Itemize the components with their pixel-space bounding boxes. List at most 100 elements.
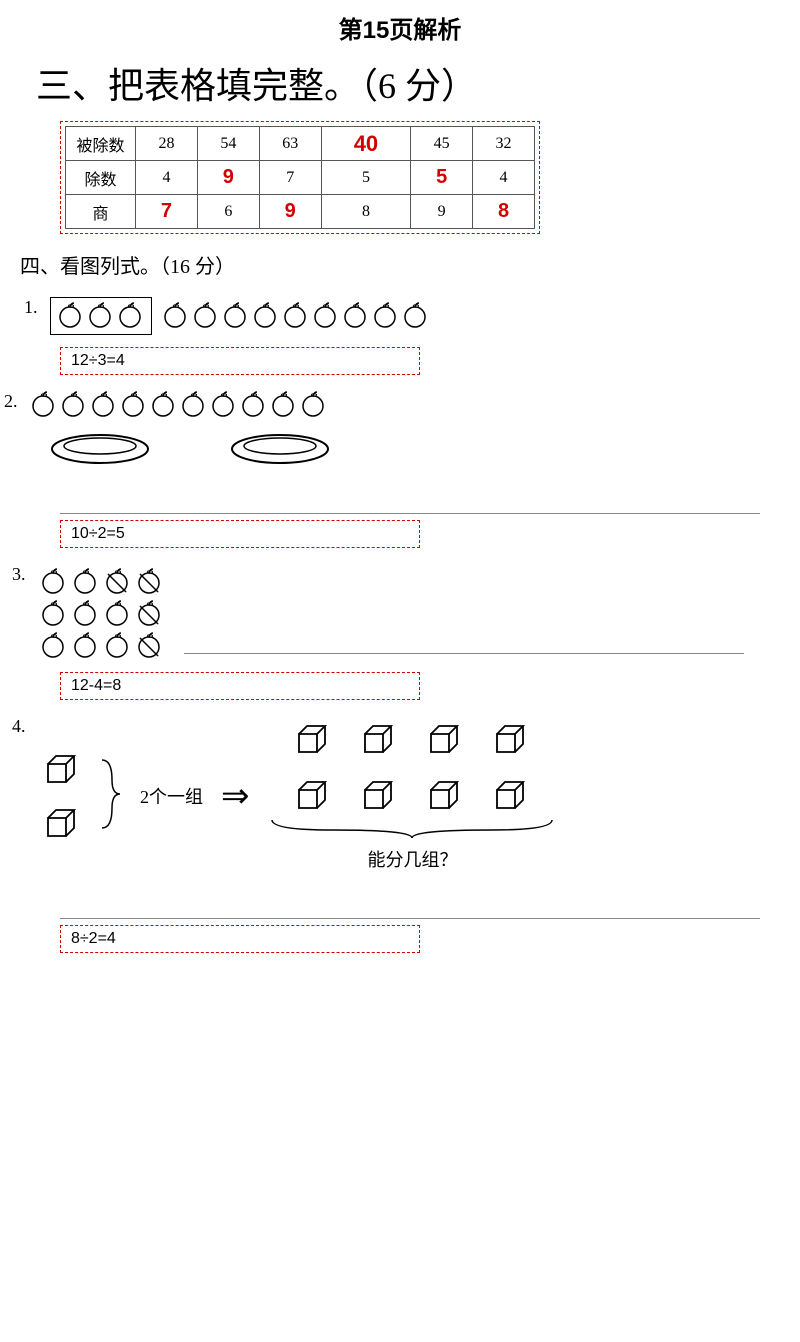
table-cell: 45 (411, 127, 473, 161)
table-row-header: 被除数 (66, 127, 136, 161)
apple-icon (60, 391, 88, 419)
table-cell: 4 (136, 161, 198, 195)
apple-icon (30, 391, 58, 419)
problem-1-number: 1. (24, 297, 38, 318)
cube-icon (357, 720, 403, 760)
q1-apple-row (50, 297, 780, 335)
table-cell: 9 (259, 195, 321, 229)
apple-icon (270, 391, 298, 419)
q4-answer: 8÷2=4 (60, 925, 420, 953)
apple-icon (104, 632, 132, 660)
apple-icon (342, 302, 370, 330)
apple-crossed-icon (104, 568, 132, 596)
q1-answer: 12÷3=4 (60, 347, 420, 375)
apple-icon (72, 632, 100, 660)
table-row-header: 商 (66, 195, 136, 229)
section3-heading: 三、把表格填完整。（6 分） (0, 51, 800, 121)
apple-icon (72, 600, 100, 628)
table-cell: 9 (197, 161, 259, 195)
plate-icon (50, 431, 150, 467)
table-cell: 28 (136, 127, 198, 161)
q3-answer: 12-4=8 (60, 672, 420, 700)
apple-icon (40, 600, 68, 628)
apple-icon (40, 632, 68, 660)
q4-group-label: 2个一组 (140, 783, 203, 809)
table-row-header: 除数 (66, 161, 136, 195)
table-cell: 54 (197, 127, 259, 161)
plate-icon (230, 431, 330, 467)
cube-icon (40, 750, 80, 788)
table-cell: 40 (321, 127, 411, 161)
q2-answer-line (60, 513, 760, 514)
apple-icon (252, 302, 280, 330)
apple-icon (87, 302, 115, 330)
section4-heading: 四、看图列式。（16 分） (0, 234, 800, 287)
apple-icon (222, 302, 250, 330)
problem-4: 4. 2个一组 ⇒ 能分几组？ (0, 706, 800, 878)
apple-icon (312, 302, 340, 330)
q2-plate-row (30, 419, 780, 467)
cube-icon (423, 776, 469, 816)
apple-crossed-icon (136, 600, 164, 628)
apple-crossed-icon (136, 568, 164, 596)
page-title: 第15页解析 (0, 0, 800, 51)
brace-under-icon (268, 816, 558, 840)
apple-icon (90, 391, 118, 419)
q4-left-cubes (40, 750, 80, 842)
problem-1: 1. (0, 287, 800, 341)
apple-icon (372, 302, 400, 330)
table-cell: 8 (473, 195, 535, 229)
division-table-wrap: 被除数285463404532除数497554商769898 (60, 121, 540, 234)
cube-icon (423, 720, 469, 760)
table-cell: 7 (259, 161, 321, 195)
q1-loose-apples (162, 302, 430, 330)
apple-icon (57, 302, 85, 330)
cube-icon (40, 804, 80, 842)
table-cell: 9 (411, 195, 473, 229)
apple-icon (120, 391, 148, 419)
q3-apple-grid (40, 564, 164, 660)
cube-icon (291, 776, 337, 816)
apple-icon (117, 302, 145, 330)
cube-icon (291, 720, 337, 760)
cube-icon (357, 776, 403, 816)
q1-boxed-apples (50, 297, 152, 335)
division-table: 被除数285463404532除数497554商769898 (65, 126, 535, 229)
table-cell: 32 (473, 127, 535, 161)
problem-2: 2. (0, 381, 800, 473)
apple-icon (210, 391, 238, 419)
table-cell: 8 (321, 195, 411, 229)
arrow-icon: ⇒ (221, 776, 250, 816)
apple-icon (282, 302, 310, 330)
cube-icon (489, 720, 535, 760)
table-cell: 6 (197, 195, 259, 229)
table-cell: 5 (321, 161, 411, 195)
apple-icon (104, 600, 132, 628)
table-cell: 4 (473, 161, 535, 195)
apple-crossed-icon (136, 632, 164, 660)
q3-answer-line (184, 653, 744, 654)
q2-apple-row (30, 391, 780, 419)
table-cell: 5 (411, 161, 473, 195)
apple-icon (72, 568, 100, 596)
problem-4-number: 4. (12, 716, 26, 737)
problem-2-number: 2. (4, 391, 18, 412)
problem-3: 3. (0, 554, 800, 666)
q4-right-cubes: 能分几组？ (268, 720, 558, 872)
apple-icon (300, 391, 328, 419)
problem-3-number: 3. (12, 564, 26, 585)
apple-icon (402, 302, 430, 330)
apple-icon (192, 302, 220, 330)
table-cell: 63 (259, 127, 321, 161)
apple-icon (40, 568, 68, 596)
apple-icon (240, 391, 268, 419)
q4-answer-line (60, 918, 760, 919)
table-cell: 7 (136, 195, 198, 229)
apple-icon (150, 391, 178, 419)
brace-icon (98, 758, 122, 834)
apple-icon (162, 302, 190, 330)
q4-caption: 能分几组？ (368, 840, 458, 872)
apple-icon (180, 391, 208, 419)
q2-answer: 10÷2=5 (60, 520, 420, 548)
cube-icon (489, 776, 535, 816)
